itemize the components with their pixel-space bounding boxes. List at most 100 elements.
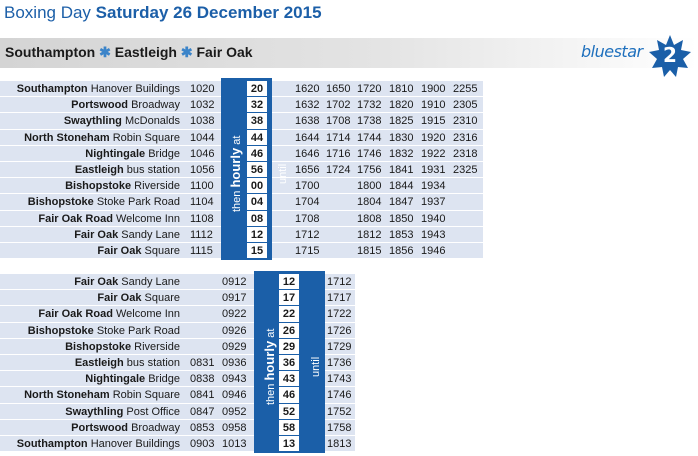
departure-time: 1038 [190, 115, 215, 128]
departure-time: 0841 [190, 389, 215, 402]
departure-time: 1724 [326, 164, 351, 176]
stop-name: Bishopstoke Stoke Park Road [0, 323, 180, 339]
departure-time: 1847 [389, 196, 414, 209]
hourly-minute: 46 [247, 145, 267, 161]
departure-time: 2305 [453, 99, 478, 112]
route-heading: Southampton ✱ Eastleigh ✱ Fair Oak [5, 44, 253, 61]
hourly-minute: 12 [247, 226, 267, 242]
stop-detail: Robin Square [112, 389, 180, 402]
departure-time: 1943 [421, 228, 446, 241]
departure-time: 1729 [327, 340, 352, 353]
departure-time: 1715 [295, 245, 320, 257]
departure-time: 1716 [326, 147, 351, 160]
departure-time: 1812 [357, 228, 382, 241]
stop-name: Bishopstoke Riverside [0, 339, 180, 355]
departure-time: 0912 [222, 276, 247, 288]
departure-time: 0831 [190, 357, 215, 369]
stop-locality: Portswood [71, 421, 129, 434]
stop-detail: Riverside [134, 180, 180, 193]
departure-time: 0917 [222, 292, 247, 305]
hourly-minute: 29 [279, 338, 299, 354]
route-number-badge: 2 [649, 35, 691, 77]
departure-time: 1736 [327, 357, 352, 369]
hourly-label-at: at [231, 135, 243, 145]
departure-time: 1702 [326, 99, 351, 112]
departure-time: 1020 [190, 83, 215, 95]
stop-locality: Bishopstoke [65, 180, 132, 193]
departure-time: 0958 [222, 421, 247, 434]
departure-time: 1800 [357, 180, 382, 193]
departure-time: 0926 [222, 324, 247, 337]
hourly-label-hourly: hourly [262, 340, 277, 381]
hourly-minute: 46 [279, 387, 299, 403]
stop-name: Southampton Hanover Buildings [0, 436, 180, 452]
departure-time: 1808 [357, 212, 382, 225]
hourly-minute: 38 [247, 113, 267, 129]
departure-time: 1013 [222, 438, 247, 450]
until-label: until [277, 163, 289, 185]
departure-time: 1752 [327, 405, 352, 418]
stop-name: Portswood Broadway [0, 420, 180, 436]
departure-time: 1920 [421, 131, 446, 144]
stop-detail: Broadway [131, 99, 180, 112]
stop-detail: Robin Square [112, 131, 180, 144]
hourly-minute: 43 [279, 371, 299, 387]
stop-locality: Southampton [16, 438, 88, 450]
departure-time: 1743 [327, 373, 352, 386]
stop-name: Fair Oak Square [0, 243, 180, 259]
departure-time: 1720 [357, 83, 382, 95]
departure-time: 1915 [421, 115, 446, 128]
departure-time: 1744 [357, 131, 382, 144]
hourly-label-hourly: hourly [228, 147, 243, 188]
departure-time: 1756 [357, 164, 382, 176]
stop-locality: North Stoneham [24, 131, 110, 144]
hourly-minute: 32 [247, 97, 267, 113]
hourly-minute: 00 [247, 178, 267, 194]
stop-name: Nightingale Bridge [0, 371, 180, 387]
departure-time: 2325 [453, 164, 478, 176]
stop-locality: Bishopstoke [65, 340, 132, 353]
departure-time: 1115 [190, 245, 213, 257]
star-badge-icon [649, 35, 691, 77]
route-separator-star-icon: ✱ [180, 44, 193, 60]
departure-time: 1934 [421, 180, 446, 193]
stop-name: Nightingale Bridge [0, 146, 180, 162]
route-band [0, 38, 698, 68]
departure-time: 1708 [326, 115, 351, 128]
stop-detail: Stoke Park Road [96, 324, 180, 337]
stop-detail: Bridge [148, 147, 180, 160]
departure-time: 1712 [295, 228, 320, 241]
departure-time: 1044 [190, 131, 215, 144]
stop-locality: Nightingale [85, 147, 146, 160]
departure-time: 1832 [389, 147, 414, 160]
title-date: Saturday 26 December 2015 [95, 3, 322, 22]
departure-time: 1708 [295, 212, 320, 225]
stop-locality: Eastleigh [74, 357, 124, 369]
until-label: until [310, 356, 322, 378]
departure-time: 1032 [190, 99, 215, 112]
stop-locality: Eastleigh [74, 164, 124, 176]
stop-name: Bishopstoke Stoke Park Road [0, 194, 180, 210]
departure-time: 1638 [295, 115, 320, 128]
stop-locality: Bishopstoke [27, 196, 94, 209]
departure-time: 1717 [327, 292, 352, 305]
hourly-label: then hourly at [262, 329, 277, 405]
stop-detail: bus station [126, 357, 180, 369]
stop-detail: McDonalds [124, 115, 180, 128]
departure-time: 1850 [389, 212, 414, 225]
departure-time: 1937 [421, 196, 446, 209]
hourly-minute: 12 [279, 274, 299, 290]
departure-time: 2318 [453, 147, 478, 160]
stop-locality: Fair Oak [74, 276, 119, 288]
departure-time: 1853 [389, 228, 414, 241]
stop-locality: Fair Oak [74, 228, 119, 241]
stop-name: North Stoneham Robin Square [0, 387, 180, 403]
hourly-minute: 17 [279, 290, 299, 306]
stop-detail: Square [144, 245, 180, 257]
stop-name: Fair Oak Road Welcome Inn [0, 306, 180, 322]
stop-detail: bus station [126, 164, 180, 176]
stop-name: Fair Oak Sandy Lane [0, 274, 180, 290]
stop-detail: Broadway [131, 421, 180, 434]
hourly-minute: 56 [247, 162, 267, 178]
title-prefix: Boxing Day [4, 3, 91, 22]
